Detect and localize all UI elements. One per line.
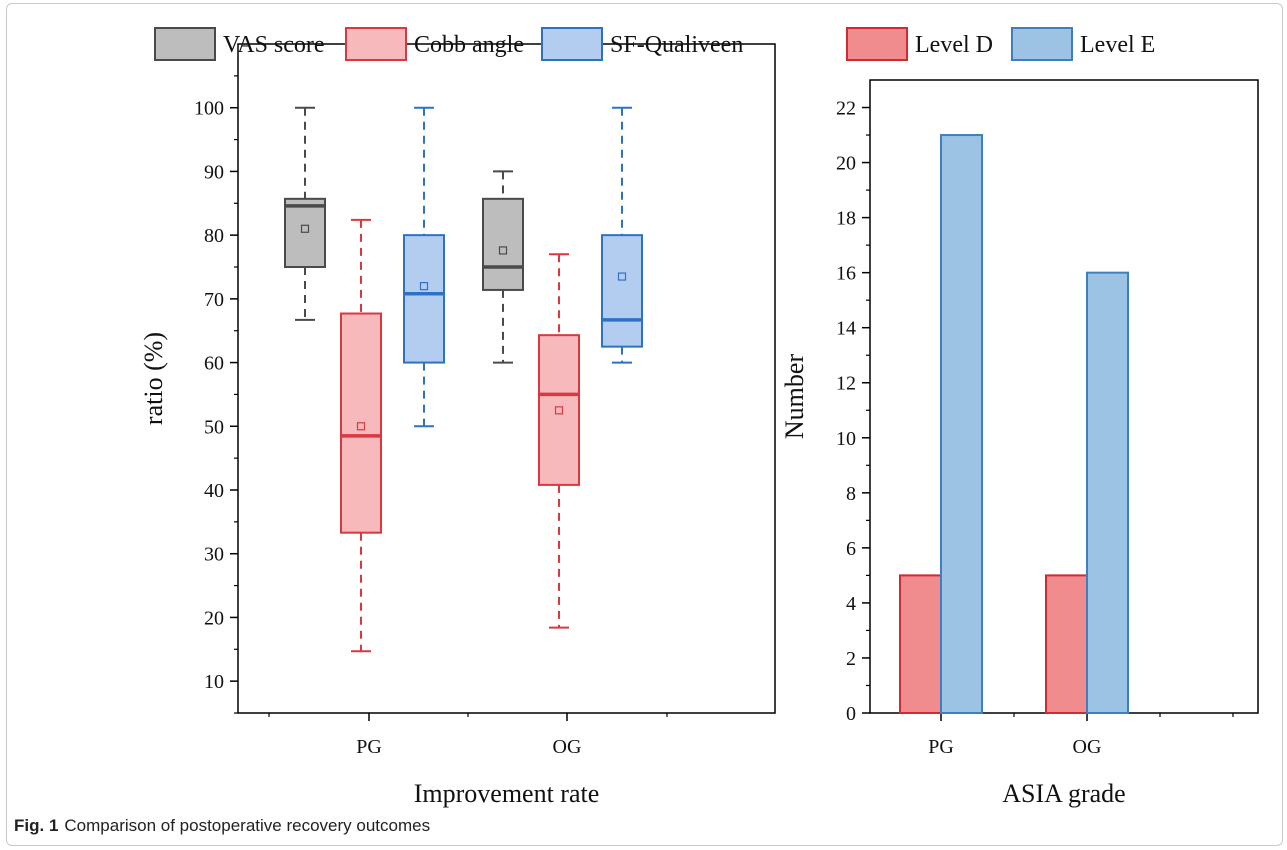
x-tick-label: OG <box>1073 736 1102 758</box>
x-tick-label: OG <box>553 736 582 758</box>
y-tick-label: 2 <box>846 648 856 670</box>
mean-marker <box>300 224 310 233</box>
y-tick-label: 20 <box>836 153 856 175</box>
y-tick-label: 20 <box>204 607 224 629</box>
y-axis-label: Number <box>780 354 809 440</box>
box-vas <box>284 197 326 268</box>
y-tick-label: 10 <box>204 671 224 693</box>
y-tick-label: 4 <box>846 593 856 615</box>
y-tick-label: 50 <box>204 416 224 438</box>
box-sf <box>601 234 643 348</box>
bar-chart: 0 2 4 6 8 10 12 14 16 18 20 22 Number PG OG ASIA grade L… <box>780 27 1259 808</box>
y-tick-label: 8 <box>846 483 856 505</box>
legend-label: Level E <box>1080 32 1155 58</box>
bar-level_d <box>899 574 942 714</box>
box-vas <box>482 197 524 291</box>
y-tick-label: 22 <box>836 98 856 120</box>
y-tick-label: 70 <box>204 289 224 311</box>
bar-level_d <box>1045 574 1088 714</box>
box-sf <box>403 234 445 364</box>
y-tick-label: 60 <box>204 353 224 375</box>
x-axis-label: Improvement rate <box>414 779 600 808</box>
legend-swatch <box>541 27 603 61</box>
legend-swatch <box>345 27 407 61</box>
y-tick-label: 90 <box>204 161 224 183</box>
x-tick-label: PG <box>928 736 954 758</box>
mean-marker <box>617 272 627 281</box>
figure-caption: Fig. 1 Comparison of postoperative recove… <box>14 816 430 836</box>
box-plot-chart: 10 20 30 40 50 60 70 80 90 100 ratio (%) PG OG Improv… <box>139 27 776 808</box>
legend-label: VAS score <box>223 32 325 58</box>
y-tick-label: 16 <box>836 263 856 285</box>
y-tick-label: 14 <box>836 318 856 340</box>
y-tick-label: 18 <box>836 208 856 230</box>
y-tick-label: 6 <box>846 538 856 560</box>
y-tick-label: 80 <box>204 225 224 247</box>
y-tick-label: 100 <box>194 98 224 120</box>
figure-caption-text: Comparison of postoperative recovery out… <box>64 816 431 835</box>
x-tick-label: PG <box>356 736 382 758</box>
legend-label: Cobb angle <box>414 32 524 58</box>
y-axis-label: ratio (%) <box>139 332 168 425</box>
mean-marker <box>554 406 564 415</box>
box-cobb <box>538 334 580 486</box>
legend-swatch <box>846 27 908 61</box>
legend-swatch <box>1011 27 1073 61</box>
y-tick-label: 40 <box>204 480 224 502</box>
legend-label: SF-Qualiveen <box>610 32 743 58</box>
mean-marker <box>419 282 429 291</box>
mean-marker <box>498 246 508 255</box>
y-tick-label: 0 <box>846 703 856 725</box>
legend-label: Level D <box>915 32 993 58</box>
y-tick-label: 10 <box>836 428 856 450</box>
y-tick-label: 12 <box>836 373 856 395</box>
plot-area-frame <box>237 43 776 714</box>
figure-label: Fig. 1 <box>14 816 59 835</box>
bar-level_e <box>1086 271 1129 714</box>
mean-marker <box>356 422 366 431</box>
x-axis-label: ASIA grade <box>1002 779 1125 808</box>
y-tick-label: 30 <box>204 544 224 566</box>
legend-swatch <box>154 27 216 61</box>
bar-level_e <box>940 134 983 715</box>
figure-frame <box>6 3 1283 846</box>
